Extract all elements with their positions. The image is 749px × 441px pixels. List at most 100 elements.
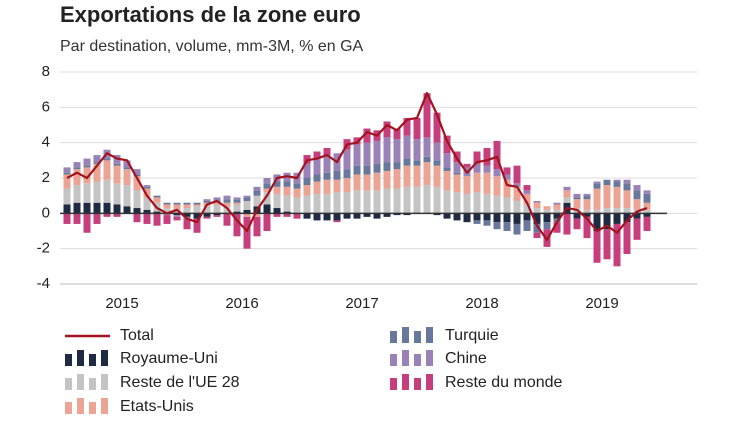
bar	[233, 199, 241, 203]
bar	[543, 213, 551, 223]
bar	[513, 223, 521, 235]
bar	[193, 218, 201, 233]
bar	[103, 160, 111, 180]
bar	[133, 174, 141, 177]
bar	[283, 211, 291, 214]
bar	[253, 213, 261, 217]
bar	[223, 202, 231, 207]
legend-swatch	[89, 378, 96, 390]
bar	[123, 160, 131, 168]
bar	[223, 195, 231, 200]
bar	[303, 185, 311, 196]
bar	[353, 174, 361, 191]
bar	[323, 179, 331, 194]
bar	[593, 181, 601, 184]
bar	[583, 216, 591, 239]
legend-label: Turquie	[445, 327, 499, 344]
bar	[143, 197, 151, 210]
bar	[523, 220, 531, 231]
bar	[233, 211, 241, 214]
legend-swatch	[414, 331, 421, 343]
bar	[503, 167, 511, 175]
total-line	[66, 92, 648, 241]
bar	[433, 142, 441, 161]
legend-item: Etats-Unis	[65, 398, 194, 415]
bar	[413, 117, 421, 140]
bar	[543, 206, 551, 210]
bar	[513, 213, 521, 224]
bar	[273, 181, 281, 187]
bar	[233, 204, 241, 212]
legend-swatch	[402, 374, 409, 390]
bar	[493, 213, 501, 223]
bar	[173, 202, 181, 205]
bar	[213, 215, 221, 217]
x-tick-label: 2018	[465, 295, 498, 312]
bar	[643, 216, 651, 231]
bar	[563, 186, 571, 191]
bar	[243, 197, 251, 201]
bar	[423, 162, 431, 186]
bar	[403, 186, 411, 214]
bar	[633, 199, 641, 210]
legend-item: Total	[65, 327, 154, 344]
bar	[293, 183, 301, 189]
bar	[543, 222, 551, 230]
legend-label: Total	[120, 327, 154, 344]
bar	[473, 220, 481, 224]
bar	[343, 213, 351, 219]
bar	[103, 213, 111, 217]
bar	[83, 158, 91, 166]
bar	[313, 158, 321, 175]
bar	[513, 165, 521, 184]
bar	[353, 213, 361, 219]
bar	[313, 151, 321, 159]
bar	[353, 137, 361, 145]
bar	[103, 158, 111, 161]
bar	[273, 213, 281, 217]
bar	[563, 213, 571, 235]
bar	[613, 179, 621, 182]
bar	[573, 218, 581, 230]
bar	[553, 204, 561, 210]
bar	[183, 208, 191, 214]
bar	[443, 167, 451, 171]
legend-swatch	[390, 378, 397, 390]
bar	[93, 162, 101, 164]
bar	[493, 222, 501, 230]
bar	[413, 160, 421, 166]
bar	[643, 202, 651, 210]
bar	[523, 213, 531, 221]
bar	[443, 135, 451, 154]
bar	[263, 192, 271, 205]
bar	[433, 112, 441, 143]
bar	[433, 165, 441, 187]
bar	[593, 188, 601, 210]
bar	[123, 185, 131, 207]
bar	[403, 117, 411, 136]
bar	[123, 206, 131, 214]
bar	[373, 140, 381, 164]
bar	[423, 185, 431, 214]
legend-item: Reste du monde	[390, 374, 563, 391]
bar	[183, 213, 191, 217]
bar	[193, 202, 201, 205]
bar	[553, 222, 561, 233]
bar	[423, 137, 431, 157]
bar	[133, 176, 141, 191]
bar	[313, 193, 321, 214]
bar	[413, 165, 421, 187]
bar	[533, 208, 541, 214]
bar	[483, 147, 491, 166]
bar	[403, 158, 411, 166]
bar	[83, 165, 91, 168]
bar	[363, 213, 371, 217]
bar	[253, 190, 261, 196]
bar	[143, 186, 151, 189]
legend-swatch	[77, 398, 84, 414]
bar	[443, 190, 451, 214]
bar	[623, 183, 631, 191]
legend-label: Chine	[445, 350, 487, 367]
bar	[533, 223, 541, 233]
bar	[593, 209, 601, 214]
